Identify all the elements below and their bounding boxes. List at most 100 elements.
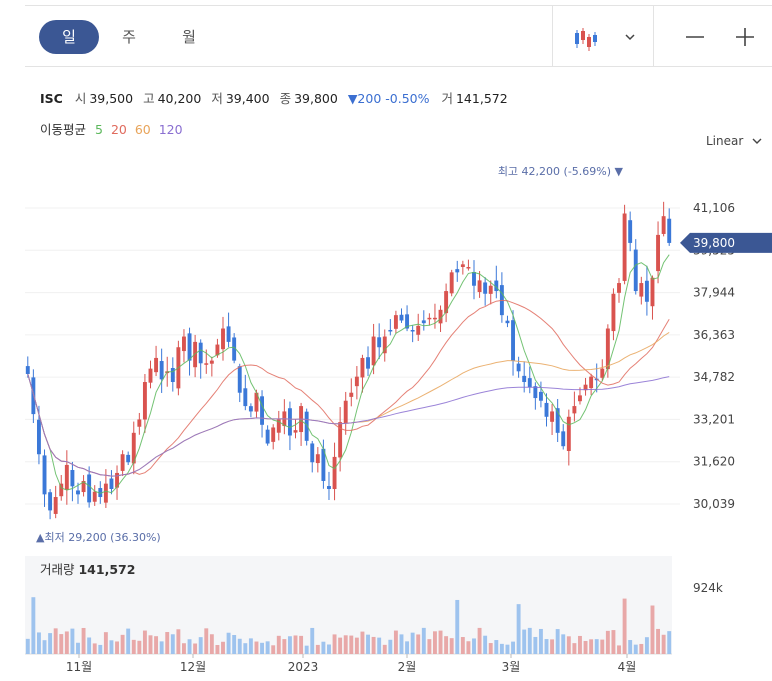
volume-bar: [304, 645, 309, 654]
volume-bar: [494, 640, 499, 654]
candle-body: [600, 368, 605, 378]
volume-bar: [109, 640, 114, 654]
volume-bar: [53, 628, 58, 654]
ma-legend-label: 이동평균: [40, 122, 87, 137]
open-value: 39,500: [89, 91, 134, 106]
candle-body: [221, 328, 225, 350]
volume-bar: [265, 641, 270, 654]
volume-bar: [360, 631, 365, 654]
candle-body: [332, 456, 337, 490]
candle-body: [154, 357, 159, 373]
toolbar-divider: [653, 6, 654, 66]
volume-bar: [594, 639, 599, 654]
scale-toggle[interactable]: Linear: [706, 134, 763, 148]
candle-body: [193, 341, 198, 368]
change-value: ▼200 -0.50%: [347, 91, 430, 106]
volume-bar: [538, 628, 543, 654]
candle-body: [271, 427, 276, 442]
volume-bar: [131, 639, 136, 654]
volume-bar: [444, 636, 449, 654]
candle-body: [566, 416, 571, 451]
volume-bar: [416, 634, 421, 654]
candle-body: [187, 333, 192, 361]
candle-body: [572, 406, 577, 414]
candle-body: [115, 472, 119, 488]
period-tab-day[interactable]: 일: [39, 20, 99, 54]
volume-bar: [393, 630, 398, 654]
period-tab-week[interactable]: 주: [122, 28, 136, 46]
candle-body: [444, 291, 449, 314]
candle-body: [126, 454, 131, 463]
volume-bar: [455, 599, 460, 654]
candle-body: [538, 391, 543, 401]
moving-average-legend[interactable]: 이동평균 5 20 60 120: [40, 119, 187, 138]
candle-body: [578, 395, 582, 402]
volume-bar: [589, 639, 594, 654]
volume-bar: [544, 639, 549, 654]
volume-bar: [338, 637, 343, 654]
low-value: 39,400: [225, 91, 270, 106]
zoom-in-button[interactable]: [725, 20, 765, 54]
candle-body: [87, 474, 92, 503]
volume-bar: [293, 635, 298, 654]
volume-bar: [321, 641, 326, 654]
volume-bar: [137, 640, 142, 654]
ma120-line: [27, 373, 670, 477]
candle-body: [633, 249, 638, 292]
volume-bar: [600, 639, 605, 654]
volume-bar: [578, 635, 582, 654]
candle-body: [661, 216, 666, 234]
plus-icon: [736, 28, 754, 46]
candle-body: [237, 366, 242, 393]
volume-bar: [555, 629, 560, 654]
volume-bar: [142, 630, 147, 654]
candle-body: [287, 408, 292, 436]
candle-body: [293, 430, 298, 433]
candle-body: [159, 361, 164, 380]
volume-bar: [561, 634, 566, 654]
candle-body: [656, 234, 661, 272]
volume-bar: [550, 639, 555, 654]
volume-bar: [243, 643, 248, 654]
candle-body: [103, 483, 108, 503]
volume-bar: [527, 627, 532, 654]
zoom-out-button[interactable]: [675, 20, 715, 54]
candle-body: [505, 320, 510, 324]
candle-body: [182, 336, 186, 352]
chart-type-button[interactable]: [565, 20, 605, 54]
volume-bar: [410, 632, 415, 654]
chevron-down-icon: [752, 138, 762, 144]
candle-body: [511, 320, 515, 361]
volume-bar: [182, 643, 186, 654]
volume-bar: [159, 641, 164, 654]
volume-bar: [103, 632, 108, 654]
volume-bar: [25, 638, 30, 654]
volume-bar: [299, 635, 304, 654]
x-tick-label: 11월: [66, 660, 92, 674]
candle-body: [433, 317, 437, 320]
volume-bar: [170, 634, 175, 654]
volume-bar: [226, 632, 231, 654]
min-price-annotation: ▲최저 29,200 (36.30%): [36, 531, 161, 544]
candle-body: [466, 267, 471, 269]
candle-body: [667, 218, 672, 243]
volume-bar: [611, 630, 616, 654]
volume-bar: [98, 644, 103, 654]
candle-body: [583, 384, 588, 391]
volume-bar: [566, 636, 571, 654]
volume-bar: [639, 643, 644, 654]
candle-body: [477, 280, 482, 293]
close-value: 39,800: [294, 91, 338, 106]
volume-bar: [661, 634, 666, 654]
period-tab-month[interactable]: 월: [182, 28, 196, 46]
chart-type-dropdown[interactable]: [615, 20, 645, 54]
volume-bar: [92, 643, 97, 654]
volume-bar: [254, 641, 259, 654]
candle-body: [338, 422, 343, 458]
price-tick-label: 31,620: [693, 455, 735, 469]
volume-bar: [287, 636, 292, 654]
volume-bar: [377, 637, 382, 654]
volume-bar: [644, 637, 649, 654]
candle-body: [488, 285, 493, 294]
